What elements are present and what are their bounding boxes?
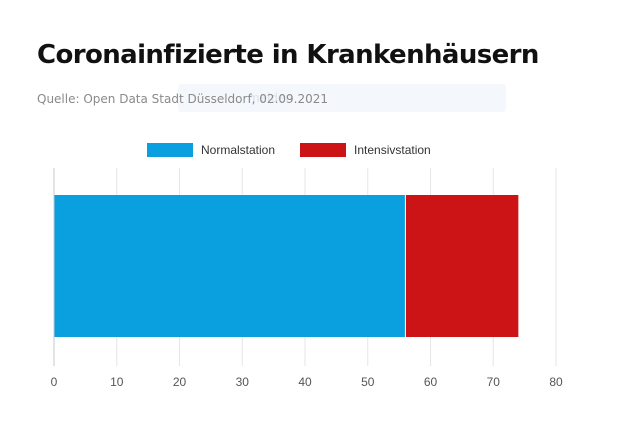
x-tick-label-3: 30 (236, 375, 250, 389)
x-axis: 0 10 20 30 40 50 60 70 80 (51, 168, 563, 389)
x-tick-label-5: 50 (361, 375, 375, 389)
x-tick-label-4: 40 (298, 375, 312, 389)
legend-swatch-1 (147, 143, 193, 157)
legend-label-1: Normalstation (201, 143, 275, 157)
chart-title: Coronainfizierte in Krankenhäusern (37, 40, 539, 70)
chart-source: Quelle: Open Data Stadt Düsseldorf, 02.0… (37, 92, 329, 106)
bar-normalstation (54, 195, 406, 337)
x-tick-label-8: 80 (549, 375, 563, 389)
x-tick-label-7: 70 (487, 375, 501, 389)
x-tick-label-6: 60 (424, 375, 438, 389)
overlay-box (178, 84, 506, 112)
legend: Normalstation Intensivstation (147, 143, 431, 157)
x-tick-label-0: 0 (51, 375, 58, 389)
x-tick-label-1: 10 (110, 375, 124, 389)
x-tick-label-2: 20 (173, 375, 187, 389)
overlay-text: meiden (248, 91, 294, 105)
legend-swatch-2 (300, 143, 346, 157)
bar-intensivstation (405, 195, 519, 337)
legend-label-2: Intensivstation (354, 143, 431, 157)
bars (54, 195, 519, 337)
